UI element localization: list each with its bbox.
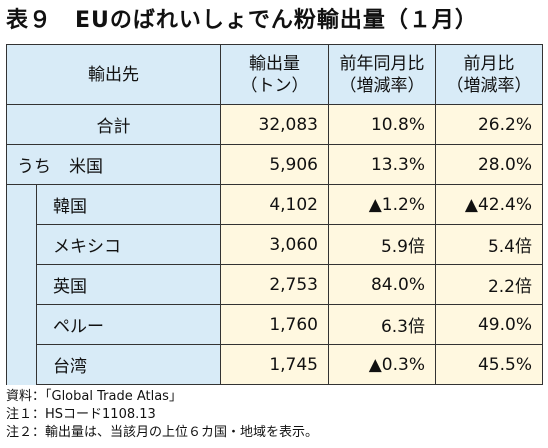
header-yoy-line1: 前年同月比 [339,53,425,74]
row-volume: 2,753 [220,264,329,305]
row-volume: 32,083 [220,104,329,145]
header-yoy: 前年同月比 （増減率） [328,44,436,105]
row-yoy: ▲1.2% [328,184,436,225]
row-yoy: 10.8% [328,104,436,145]
footnote-source: 資料：「Global Trade Atlas」 [6,389,182,404]
table-row: 英国 2,753 84.0% 2.2倍 [7,264,543,305]
row-country: 韓国 [36,184,221,225]
row-country-cell: うち 米国 [6,144,221,185]
row-country: メキシコ [36,224,221,265]
row-yoy: ▲0.3% [328,344,436,385]
row-mom: 49.0% [435,304,543,345]
row-volume: 4,102 [220,184,329,225]
row-mom: 5.4倍 [435,224,543,265]
row-yoy: 13.3% [328,144,436,185]
header-yoy-line2: （増減率） [339,75,425,96]
footnote-1: 注１：HSコード1108.13 [6,407,156,422]
row-volume: 3,060 [220,224,329,265]
row-country: 米国 [69,157,103,177]
row-country: 台湾 [36,344,221,385]
row-mom: 26.2% [435,104,543,145]
table-row: 台湾 1,745 ▲0.3% 45.5% [7,344,543,385]
table-row: 韓国 4,102 ▲1.2% ▲42.4% [6,184,543,385]
row-country: 合計 [6,104,221,145]
header-volume: 輸出量 （トン） [220,44,329,105]
header-mom-line1: 前月比 [463,53,515,74]
row-mom: 45.5% [435,344,543,385]
row-country: 英国 [36,264,221,305]
row-prefix: うち [17,157,51,177]
footnotes: 資料：「Global Trade Atlas」 注１：HSコード1108.13 … [6,388,318,442]
table-row: うち 米国 5,906 13.3% 28.0% [6,144,543,185]
row-volume: 5,906 [220,144,329,185]
footnote-2: 注２：輸出量は、当該月の上位６カ国・地域を表示。 [6,425,319,440]
export-volume-table: 輸出先 輸出量 （トン） 前年同月比 （増減率） 前月比 （増減率） 合計 32… [6,44,543,385]
row-mom: ▲42.4% [435,184,543,225]
row-yoy: 6.3倍 [328,304,436,345]
row-yoy: 84.0% [328,264,436,305]
header-mom: 前月比 （増減率） [435,44,543,105]
row-country: ペルー [36,304,221,345]
table-row-total: 合計 32,083 10.8% 26.2% [6,104,543,145]
row-volume: 1,760 [220,304,329,345]
header-row: 輸出先 輸出量 （トン） 前年同月比 （増減率） 前月比 （増減率） [6,44,543,105]
table-title: 表９ EUのばれいしょでん粉輸出量（１月） [6,8,478,33]
row-yoy: 5.9倍 [328,224,436,265]
row-indent [6,184,37,385]
table-row: ペルー 1,760 6.3倍 49.0% [7,304,543,345]
header-destination: 輸出先 [6,44,221,105]
header-volume-line1: 輸出量 [249,53,300,74]
row-mom: 28.0% [435,144,543,185]
table-row: メキシコ 3,060 5.9倍 5.4倍 [7,224,543,265]
header-mom-line2: （増減率） [446,75,532,96]
header-volume-line2: （トン） [240,75,309,96]
row-volume: 1,745 [220,344,329,385]
row-mom: 2.2倍 [435,264,543,305]
